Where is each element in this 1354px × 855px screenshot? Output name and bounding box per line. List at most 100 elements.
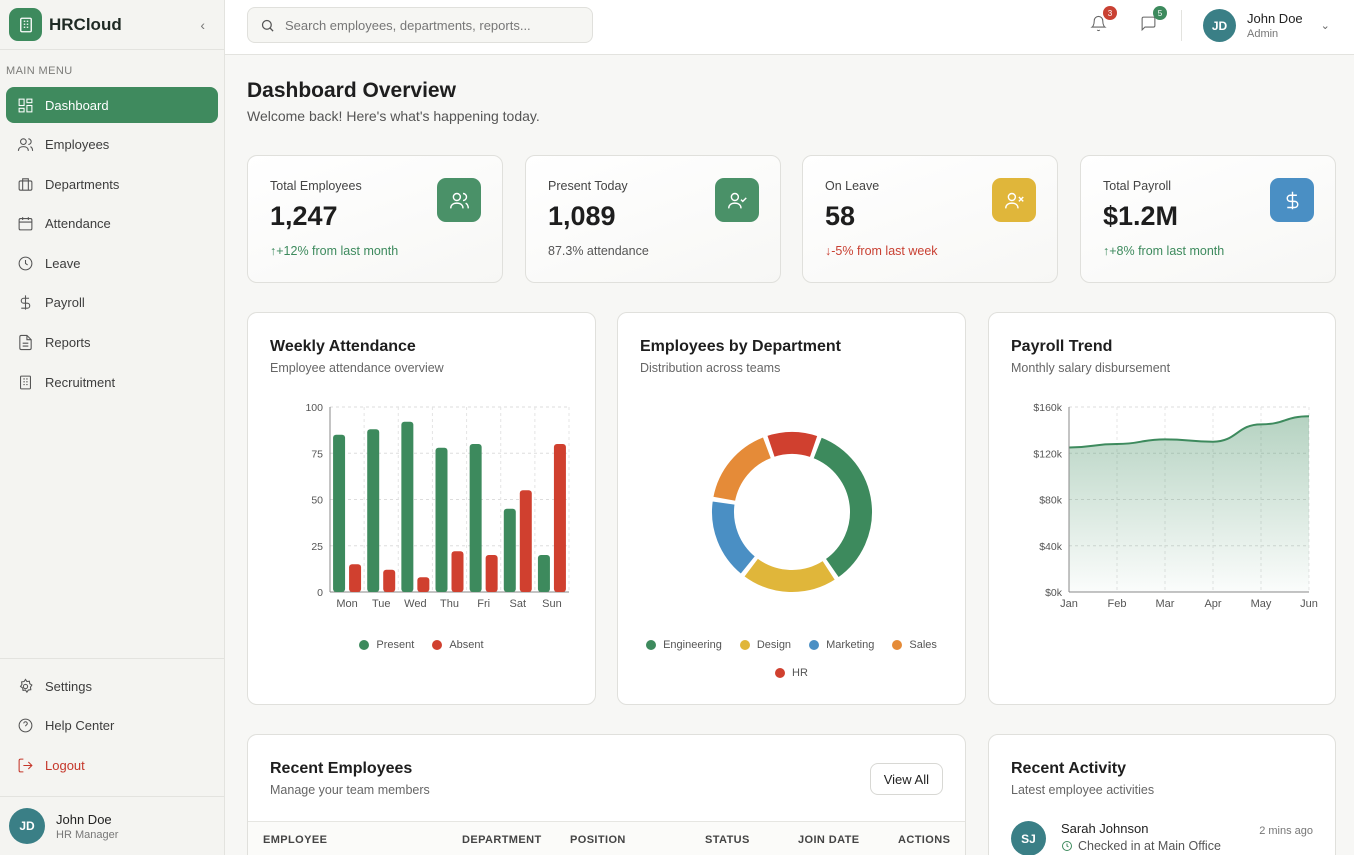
- notifications-button[interactable]: 3: [1090, 6, 1117, 33]
- dollar-icon: [1270, 178, 1314, 222]
- notification-badge: 3: [1103, 6, 1117, 20]
- bar-present: [469, 444, 482, 592]
- sidebar-item-leave[interactable]: Leave: [6, 245, 218, 281]
- sidebar: HRCloud ‹ MAIN MENU Dashboard Employees …: [0, 0, 225, 855]
- card-title: Recent Activity: [1011, 760, 1126, 777]
- card-subtitle: Latest employee activities: [1011, 783, 1155, 797]
- column-header[interactable]: DEPARTMENT: [462, 834, 542, 846]
- users-icon: [437, 178, 481, 222]
- x-tick-label: Sat: [510, 598, 527, 610]
- stat-value: 1,089: [548, 201, 616, 231]
- sidebar-item-label: Departments: [45, 176, 120, 192]
- search-input[interactable]: [285, 17, 575, 33]
- slice-marketing: [710, 499, 758, 577]
- sidebar-item-departments[interactable]: Departments: [6, 166, 218, 202]
- payroll-area-chart: $0k $40k $80k $120k $160k Jan Feb Mar Apr May Jun: [1033, 402, 1318, 610]
- sidebar-item-settings[interactable]: Settings: [6, 668, 218, 704]
- slice-sales: [711, 434, 774, 504]
- user-role: Admin: [1247, 28, 1279, 40]
- x-tick-label: Feb: [1108, 598, 1127, 610]
- activity-item[interactable]: SJ Sarah Johnson Checked in at Main Offi…: [1011, 821, 1313, 855]
- search-box[interactable]: [247, 7, 593, 43]
- activity-name: Sarah Johnson: [1061, 821, 1149, 836]
- y-tick-label: $120k: [1033, 448, 1062, 460]
- calendar-icon: [18, 217, 33, 231]
- column-header[interactable]: EMPLOYEE: [263, 834, 328, 846]
- logout-icon: [18, 758, 33, 773]
- x-tick-label: Fri: [477, 598, 490, 610]
- slice-engineering: [811, 435, 874, 580]
- sidebar-item-reports[interactable]: Reports: [6, 325, 218, 361]
- card-subtitle: Employee attendance overview: [270, 361, 444, 375]
- stat-value: 1,247: [270, 201, 338, 231]
- sidebar-item-label: Help Center: [45, 718, 115, 734]
- column-header[interactable]: STATUS: [705, 834, 750, 846]
- sidebar-item-label: Settings: [45, 678, 92, 694]
- sidebar-item-payroll[interactable]: Payroll: [6, 285, 218, 321]
- bar-absent: [349, 564, 362, 592]
- sidebar-item-employees[interactable]: Employees: [6, 127, 218, 163]
- card-title: Payroll Trend: [1011, 338, 1113, 355]
- card-title: Employees by Department: [640, 338, 841, 355]
- sidebar-item-label: Reports: [45, 335, 91, 351]
- stat-trend: 87.3% attendance: [548, 244, 649, 258]
- sidebar-user[interactable]: JD John Doe HR Manager: [0, 796, 224, 855]
- sidebar-item-logout[interactable]: Logout: [6, 747, 218, 783]
- collapse-sidebar-icon[interactable]: ‹: [200, 16, 205, 33]
- bar-absent: [519, 490, 532, 592]
- sidebar-item-label: Leave: [45, 255, 81, 271]
- sidebar-item-dashboard[interactable]: Dashboard: [6, 87, 218, 123]
- brand-name: HRCloud: [49, 14, 122, 34]
- page-title: Dashboard Overview: [247, 79, 456, 102]
- sidebar-item-recruitment[interactable]: Recruitment: [6, 364, 218, 400]
- user-name: John Doe: [1247, 11, 1303, 26]
- sidebar-item-label: Payroll: [45, 295, 85, 311]
- bar-absent: [417, 577, 430, 592]
- sidebar-item-label: Logout: [45, 757, 85, 773]
- menu-section-title: MAIN MENU: [6, 65, 73, 77]
- avatar: SJ: [1011, 821, 1046, 855]
- bar-present: [537, 555, 550, 592]
- bar-absent: [451, 551, 464, 592]
- stat-trend: ↓-5% from last week: [825, 244, 938, 258]
- main-nav: Dashboard Employees Departments Attendan…: [0, 87, 224, 400]
- view-all-button[interactable]: View All: [869, 763, 943, 795]
- y-tick-label: $80k: [1039, 495, 1063, 507]
- y-tick-label: 100: [305, 402, 323, 414]
- y-tick-label: 50: [311, 495, 323, 507]
- stat-trend: ↑+12% from last month: [270, 244, 399, 258]
- x-tick-label: Sun: [542, 598, 562, 610]
- stat-card-total-employees: Total Employees 1,247 ↑+12% from last mo…: [247, 155, 503, 283]
- building-icon: [20, 375, 31, 390]
- sidebar-item-attendance[interactable]: Attendance: [6, 206, 218, 242]
- topbar: 3 5 JD John Doe Admin ⌄: [225, 0, 1354, 55]
- bar-present: [401, 421, 414, 592]
- sidebar-item-label: Recruitment: [45, 374, 116, 390]
- attendance-legend: Present Absent: [248, 639, 595, 667]
- messages-button[interactable]: 5: [1140, 6, 1167, 33]
- user-name: John Doe: [56, 811, 112, 827]
- sidebar-item-help-center[interactable]: Help Center: [6, 708, 218, 744]
- y-tick-label: $160k: [1033, 402, 1062, 414]
- x-tick-label: Jun: [1300, 598, 1318, 610]
- bar-present: [367, 429, 380, 592]
- briefcase-icon: [18, 177, 33, 191]
- payroll-chart-card: Payroll Trend Monthly salary disbursemen…: [988, 312, 1336, 705]
- activity-description: Checked in at Main Office: [1061, 839, 1259, 853]
- user-menu[interactable]: JD John Doe Admin ⌄: [1203, 9, 1330, 42]
- logo-icon: [9, 8, 42, 41]
- legend-item: Engineering: [646, 639, 722, 651]
- card-subtitle: Monthly salary disbursement: [1011, 361, 1171, 375]
- sidebar-item-label: Dashboard: [45, 97, 109, 113]
- column-header[interactable]: JOIN DATE: [798, 834, 860, 846]
- bar-absent: [485, 555, 498, 592]
- stat-value: 58: [825, 201, 856, 231]
- stat-trend: ↑+8% from last month: [1103, 244, 1225, 258]
- stat-card-on-leave: On Leave 58 ↓-5% from last week: [802, 155, 1058, 283]
- message-badge: 5: [1153, 6, 1167, 20]
- y-tick-label: 25: [311, 541, 323, 553]
- area-fill: [1069, 416, 1309, 592]
- divider: [1181, 10, 1182, 41]
- sidebar-item-label: Attendance: [45, 216, 111, 232]
- column-header[interactable]: POSITION: [570, 834, 626, 846]
